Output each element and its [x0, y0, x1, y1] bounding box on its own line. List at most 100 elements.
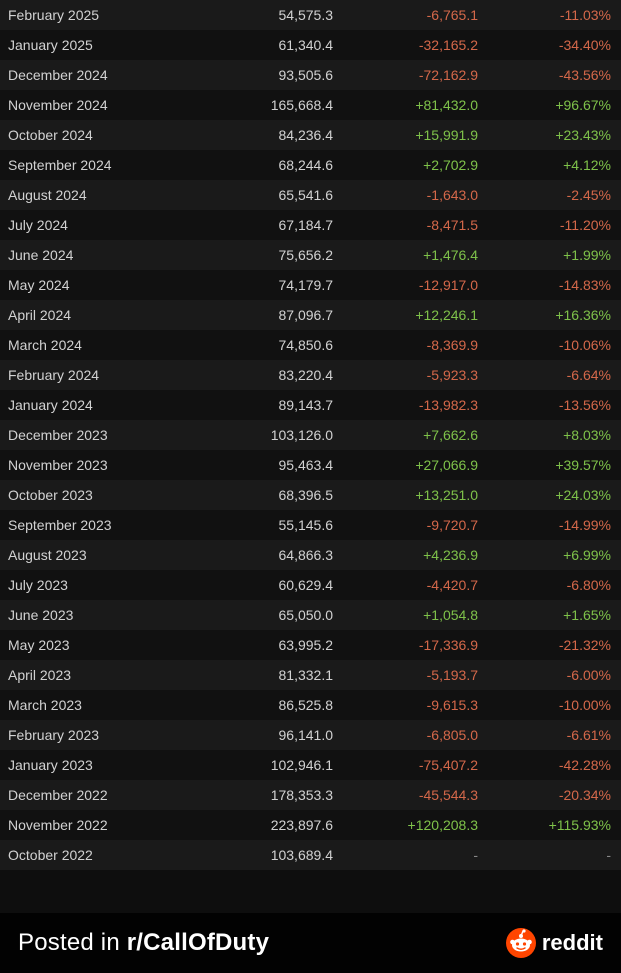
cell-pct: +1.99% [478, 247, 611, 263]
cell-month: December 2023 [8, 427, 188, 443]
cell-pct: -13.56% [478, 397, 611, 413]
cell-value: 74,850.6 [188, 337, 333, 353]
cell-value: 83,220.4 [188, 367, 333, 383]
cell-pct: +39.57% [478, 457, 611, 473]
cell-month: December 2022 [8, 787, 188, 803]
cell-pct: -6.61% [478, 727, 611, 743]
cell-pct: -6.80% [478, 577, 611, 593]
cell-month: July 2023 [8, 577, 188, 593]
cell-value: 96,141.0 [188, 727, 333, 743]
cell-delta: -45,544.3 [333, 787, 478, 803]
cell-delta: -5,923.3 [333, 367, 478, 383]
cell-value: 89,143.7 [188, 397, 333, 413]
table-row[interactable]: January 202561,340.4-32,165.2-34.40% [0, 30, 621, 60]
cell-pct: -14.99% [478, 517, 611, 533]
table-row[interactable]: August 202364,866.3+4,236.9+6.99% [0, 540, 621, 570]
cell-value: 61,340.4 [188, 37, 333, 53]
table-row[interactable]: October 202484,236.4+15,991.9+23.43% [0, 120, 621, 150]
table-row[interactable]: January 202489,143.7-13,982.3-13.56% [0, 390, 621, 420]
table-row[interactable]: April 202487,096.7+12,246.1+16.36% [0, 300, 621, 330]
cell-pct: -21.32% [478, 637, 611, 653]
table-row[interactable]: June 202365,050.0+1,054.8+1.65% [0, 600, 621, 630]
cell-delta: +12,246.1 [333, 307, 478, 323]
table-row[interactable]: November 202395,463.4+27,066.9+39.57% [0, 450, 621, 480]
cell-delta: -5,193.7 [333, 667, 478, 683]
cell-delta: +4,236.9 [333, 547, 478, 563]
stats-table: February 202554,575.3-6,765.1-11.03%Janu… [0, 0, 621, 870]
cell-delta: -9,720.7 [333, 517, 478, 533]
table-row[interactable]: May 202474,179.7-12,917.0-14.83% [0, 270, 621, 300]
cell-pct: -10.00% [478, 697, 611, 713]
cell-month: August 2023 [8, 547, 188, 563]
cell-value: 84,236.4 [188, 127, 333, 143]
table-row[interactable]: November 2024165,668.4+81,432.0+96.67% [0, 90, 621, 120]
table-row[interactable]: November 2022223,897.6+120,208.3+115.93% [0, 810, 621, 840]
cell-month: April 2024 [8, 307, 188, 323]
cell-pct: -42.28% [478, 757, 611, 773]
table-row[interactable]: July 202360,629.4-4,420.7-6.80% [0, 570, 621, 600]
cell-value: 223,897.6 [188, 817, 333, 833]
cell-delta: -12,917.0 [333, 277, 478, 293]
cell-delta: +7,662.6 [333, 427, 478, 443]
cell-month: May 2023 [8, 637, 188, 653]
cell-value: 103,126.0 [188, 427, 333, 443]
table-row[interactable]: July 202467,184.7-8,471.5-11.20% [0, 210, 621, 240]
cell-value: 102,946.1 [188, 757, 333, 773]
cell-pct: -34.40% [478, 37, 611, 53]
table-row[interactable]: September 202355,145.6-9,720.7-14.99% [0, 510, 621, 540]
cell-value: 103,689.4 [188, 847, 333, 863]
cell-value: 165,668.4 [188, 97, 333, 113]
table-row[interactable]: December 2023103,126.0+7,662.6+8.03% [0, 420, 621, 450]
cell-pct: -10.06% [478, 337, 611, 353]
cell-pct: +23.43% [478, 127, 611, 143]
cell-pct: +4.12% [478, 157, 611, 173]
reddit-footer: Posted in r/CallOfDuty reddit [0, 913, 621, 973]
cell-pct: -6.64% [478, 367, 611, 383]
cell-pct: +8.03% [478, 427, 611, 443]
reddit-wordmark: reddit [542, 930, 603, 956]
cell-pct: -14.83% [478, 277, 611, 293]
table-row[interactable]: October 2022103,689.4-- [0, 840, 621, 870]
cell-value: 64,866.3 [188, 547, 333, 563]
cell-delta: +81,432.0 [333, 97, 478, 113]
table-row[interactable]: March 202474,850.6-8,369.9-10.06% [0, 330, 621, 360]
cell-delta: +120,208.3 [333, 817, 478, 833]
cell-delta: +13,251.0 [333, 487, 478, 503]
cell-delta: +2,702.9 [333, 157, 478, 173]
table-row[interactable]: January 2023102,946.1-75,407.2-42.28% [0, 750, 621, 780]
cell-delta: +15,991.9 [333, 127, 478, 143]
table-row[interactable]: October 202368,396.5+13,251.0+24.03% [0, 480, 621, 510]
footer-subreddit[interactable]: r/CallOfDuty [127, 929, 269, 956]
cell-pct: -20.34% [478, 787, 611, 803]
cell-value: 95,463.4 [188, 457, 333, 473]
table-row[interactable]: August 202465,541.6-1,643.0-2.45% [0, 180, 621, 210]
table-row[interactable]: December 202493,505.6-72,162.9-43.56% [0, 60, 621, 90]
cell-value: 65,050.0 [188, 607, 333, 623]
cell-pct: +1.65% [478, 607, 611, 623]
cell-delta: -1,643.0 [333, 187, 478, 203]
cell-value: 68,396.5 [188, 487, 333, 503]
cell-value: 67,184.7 [188, 217, 333, 233]
table-row[interactable]: December 2022178,353.3-45,544.3-20.34% [0, 780, 621, 810]
cell-month: November 2024 [8, 97, 188, 113]
cell-month: October 2023 [8, 487, 188, 503]
cell-delta: -8,369.9 [333, 337, 478, 353]
table-row[interactable]: March 202386,525.8-9,615.3-10.00% [0, 690, 621, 720]
cell-month: January 2023 [8, 757, 188, 773]
table-row[interactable]: February 202554,575.3-6,765.1-11.03% [0, 0, 621, 30]
table-row[interactable]: February 202483,220.4-5,923.3-6.64% [0, 360, 621, 390]
cell-delta: -6,805.0 [333, 727, 478, 743]
cell-pct: - [478, 847, 611, 863]
cell-delta: -72,162.9 [333, 67, 478, 83]
table-row[interactable]: April 202381,332.1-5,193.7-6.00% [0, 660, 621, 690]
table-row[interactable]: May 202363,995.2-17,336.9-21.32% [0, 630, 621, 660]
table-row[interactable]: June 202475,656.2+1,476.4+1.99% [0, 240, 621, 270]
reddit-icon [506, 928, 536, 958]
cell-value: 60,629.4 [188, 577, 333, 593]
cell-delta: -17,336.9 [333, 637, 478, 653]
table-row[interactable]: February 202396,141.0-6,805.0-6.61% [0, 720, 621, 750]
reddit-logo[interactable]: reddit [506, 928, 603, 958]
table-row[interactable]: September 202468,244.6+2,702.9+4.12% [0, 150, 621, 180]
footer-prefix: Posted in [18, 929, 127, 956]
cell-value: 93,505.6 [188, 67, 333, 83]
